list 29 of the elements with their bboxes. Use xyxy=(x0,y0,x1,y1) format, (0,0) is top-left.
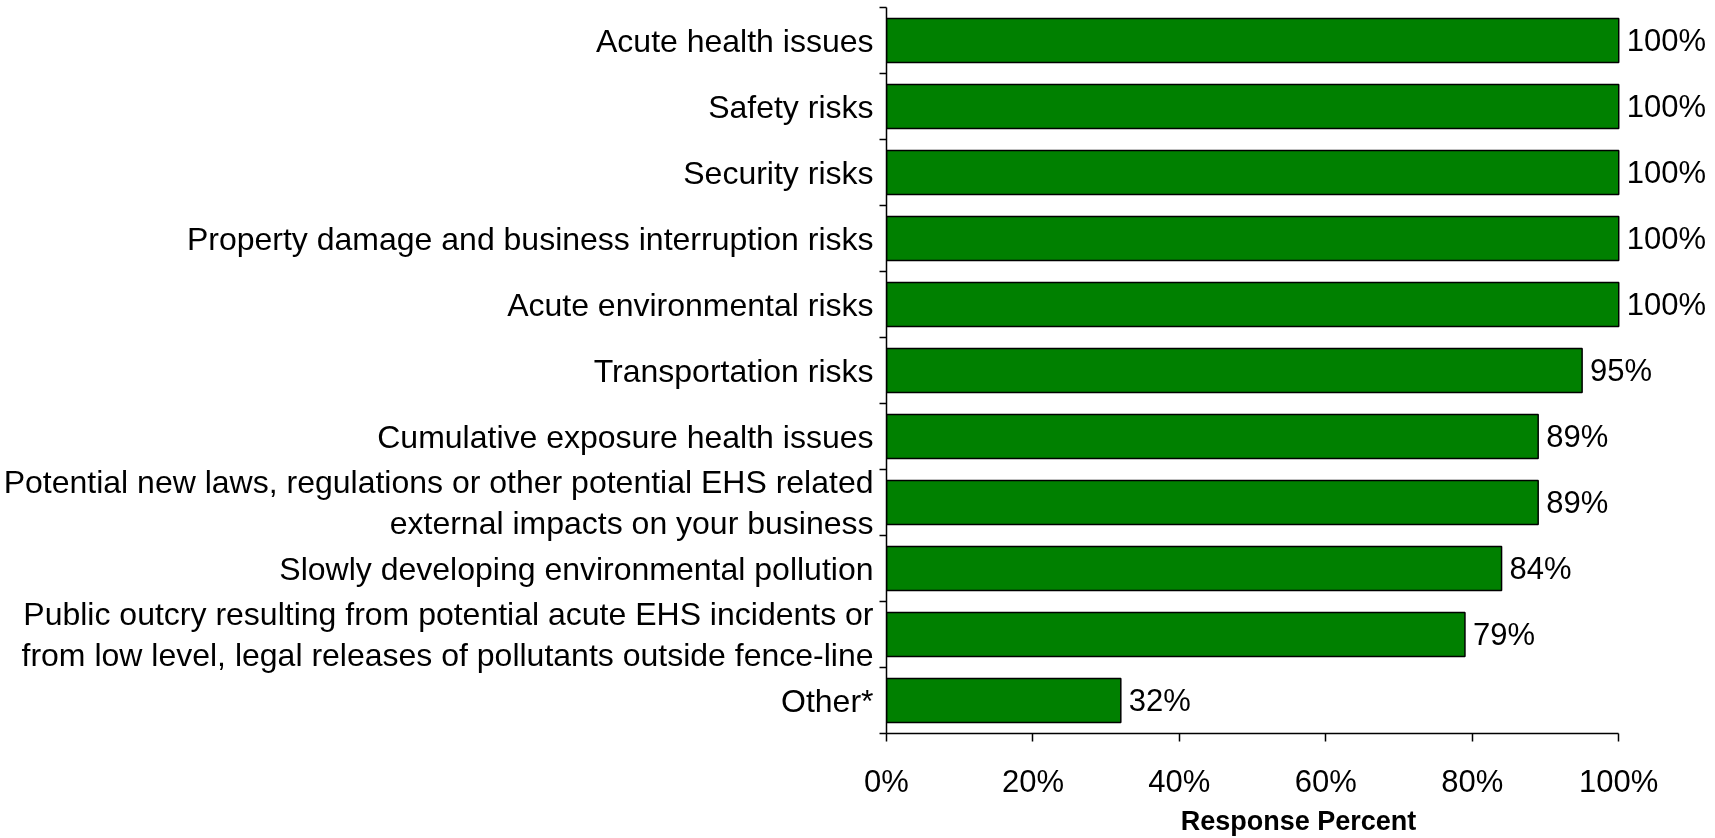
data-label: 84% xyxy=(1509,551,1572,586)
y-tick-label: Property damage and business interruption risks xyxy=(186,220,874,257)
data-label: 89% xyxy=(1546,419,1609,454)
data-label: 32% xyxy=(1128,683,1191,718)
y-tick-label: Security risks xyxy=(683,154,874,191)
y-tick-label: Potential new laws, regulations or other potential EHS related external impacts on your business xyxy=(3,463,874,542)
x-tick-label: 100% xyxy=(1579,763,1659,799)
data-label: 95% xyxy=(1590,353,1653,388)
y-tick-label: Public outcry resulting from potential acute EHS incidents or from low level, legal releases of pollutants outside fence-line xyxy=(21,595,874,674)
data-label: 100% xyxy=(1626,155,1707,190)
data-label: 100% xyxy=(1626,23,1707,58)
y-tick-label: Acute health issues xyxy=(596,22,874,59)
y-tick-label: Safety risks xyxy=(708,88,874,125)
data-label: 89% xyxy=(1546,485,1609,520)
y-tick-label: Acute environmental risks xyxy=(507,286,874,323)
x-tick-label: 80% xyxy=(1441,763,1504,799)
data-label: 100% xyxy=(1626,89,1707,124)
data-label: 100% xyxy=(1626,221,1707,256)
x-tick-label: 60% xyxy=(1294,763,1357,799)
y-tick-label: Transportation risks xyxy=(593,352,874,389)
x-tick-label: 20% xyxy=(1001,763,1064,799)
x-tick-label: 0% xyxy=(864,763,909,799)
y-tick-label: Slowly developing environmental pollution xyxy=(279,550,874,587)
y-tick-label: Other* xyxy=(781,682,874,719)
y-tick-label: Cumulative exposure health issues xyxy=(377,418,874,455)
x-axis-title: Response Percent xyxy=(1180,805,1417,836)
x-tick-label: 40% xyxy=(1148,763,1211,799)
data-label: 79% xyxy=(1472,617,1535,652)
data-label: 100% xyxy=(1626,287,1707,322)
